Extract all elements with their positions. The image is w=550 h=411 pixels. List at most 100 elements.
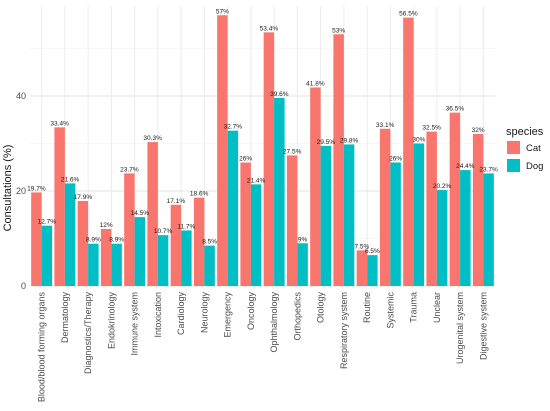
data-label-cat: 32.5% (422, 125, 441, 132)
data-labels: 19.7% 33.4% 17.9% 12% 23.7% 30.3% 17.1% 18.6% 57… (27, 8, 498, 255)
bar-cat (472, 134, 484, 286)
data-label-dog: 12.7% (38, 219, 57, 226)
data-label-dog: 23.7% (479, 166, 498, 173)
data-label-cat: 57% (216, 8, 229, 15)
bar-cat (31, 192, 42, 286)
legend-title: species (506, 126, 544, 138)
bar-cat (77, 200, 89, 286)
x-tick-label: Routine (362, 292, 372, 323)
bar-dog (367, 255, 378, 286)
data-label-cat: 41.8% (306, 80, 325, 87)
legend: species Cat Dog (506, 126, 544, 172)
data-label-cat: 56.5% (399, 11, 418, 18)
x-tick-label: Orthopedics (292, 292, 302, 341)
bar-cat (356, 250, 368, 286)
data-label-cat: 53% (332, 27, 345, 34)
legend-swatch-cat (507, 141, 520, 154)
x-tick-label: Blood/blood forming organs (37, 292, 47, 403)
legend-swatch-dog (507, 159, 520, 172)
bar-dog (250, 184, 262, 286)
x-tick-label: Unclear (432, 292, 442, 323)
bar-dog (134, 217, 146, 286)
bar-cat (286, 155, 298, 286)
bar-cat (54, 127, 65, 286)
bar-cat (310, 87, 321, 286)
data-label-dog: 8.5% (202, 239, 217, 246)
bar-dog (297, 243, 308, 286)
data-label-dog: 30% (412, 137, 425, 144)
bar-cat (379, 128, 391, 286)
data-label-dog: 21.4% (247, 177, 266, 184)
bar-dog (88, 243, 99, 286)
bar-dog (157, 235, 169, 286)
x-tick-label: Trauma (409, 292, 419, 323)
x-tick-label: Digestive system (478, 292, 488, 360)
data-label-cat: 33.1% (376, 122, 395, 129)
bars (31, 15, 494, 287)
bar-dog (181, 230, 192, 286)
bar-cat (193, 197, 205, 286)
data-label-dog: 29.8% (340, 137, 359, 144)
data-label-dog: 9% (298, 236, 308, 243)
y-tick-label: 20 (16, 186, 26, 196)
bar-dog (64, 183, 76, 286)
legend-label-cat: Cat (526, 143, 541, 154)
bar-dog (320, 145, 332, 286)
data-label-cat: 23.7% (120, 166, 139, 173)
data-label-dog: 26% (389, 156, 402, 163)
data-label-dog: 8.9% (86, 237, 101, 244)
y-axis: 0 20 40 (16, 91, 26, 291)
data-label-cat: 33.4% (50, 120, 69, 127)
x-tick-label: Cardiology (176, 292, 186, 336)
bar-cat (403, 17, 414, 286)
bar-dog (483, 173, 494, 286)
y-tick-label: 40 (16, 91, 26, 101)
x-tick-label: Neurology (199, 292, 209, 334)
data-label-cat: 12% (100, 222, 113, 229)
data-label-cat: 19.7% (27, 185, 46, 192)
y-axis-title: Consultations (%) (2, 145, 14, 232)
data-label-dog: 8.9% (109, 237, 124, 244)
data-label-cat: 17.1% (167, 198, 186, 205)
x-tick-label: Dermatology (60, 292, 70, 344)
data-label-cat: 27.5% (283, 148, 302, 155)
x-axis: Blood/blood forming organs Dermatology Dia… (37, 292, 489, 403)
x-tick-label: Emergency (223, 292, 233, 338)
x-tick-label: Ophthalmology (269, 292, 279, 353)
grid-lines (30, 6, 495, 287)
data-label-cat: 32% (472, 127, 485, 134)
bar-cat (100, 229, 112, 286)
data-label-cat: 30.3% (143, 135, 162, 142)
bar-cat (333, 34, 344, 286)
data-label-cat: 36.5% (446, 106, 465, 113)
data-label-dog: 10.7% (154, 228, 173, 235)
x-tick-label: Otology (316, 292, 326, 324)
bar-dog (436, 190, 448, 286)
bar-dog (413, 143, 425, 286)
bar-cat (170, 204, 182, 286)
bar-dog (227, 130, 239, 286)
x-tick-label: Systemic (385, 292, 395, 329)
bar-dog (204, 245, 215, 286)
x-tick-label: Urogenital system (455, 292, 465, 364)
data-label-dog: 14.5% (131, 210, 150, 217)
bar-cat (217, 15, 228, 286)
data-label-dog: 24.4% (456, 163, 475, 170)
y-tick-label: 0 (21, 281, 26, 291)
x-tick-label: Oncology (246, 292, 256, 331)
data-label-cat: 7.5% (354, 243, 369, 250)
x-tick-label: Immune system (130, 292, 140, 356)
bar-dog (274, 97, 285, 287)
data-label-cat: 17.9% (74, 194, 93, 201)
bar-cat (449, 112, 461, 286)
bar-dog (111, 243, 122, 286)
bar-cat (240, 162, 251, 286)
data-label-dog: 39.6% (270, 91, 289, 98)
legend-label-dog: Dog (526, 161, 543, 172)
data-label-dog: 32.7% (224, 124, 243, 131)
bar-cat (263, 32, 275, 286)
bar-dog (460, 170, 471, 286)
bar-cat (147, 142, 158, 286)
x-tick-label: Respiratory system (339, 292, 349, 369)
